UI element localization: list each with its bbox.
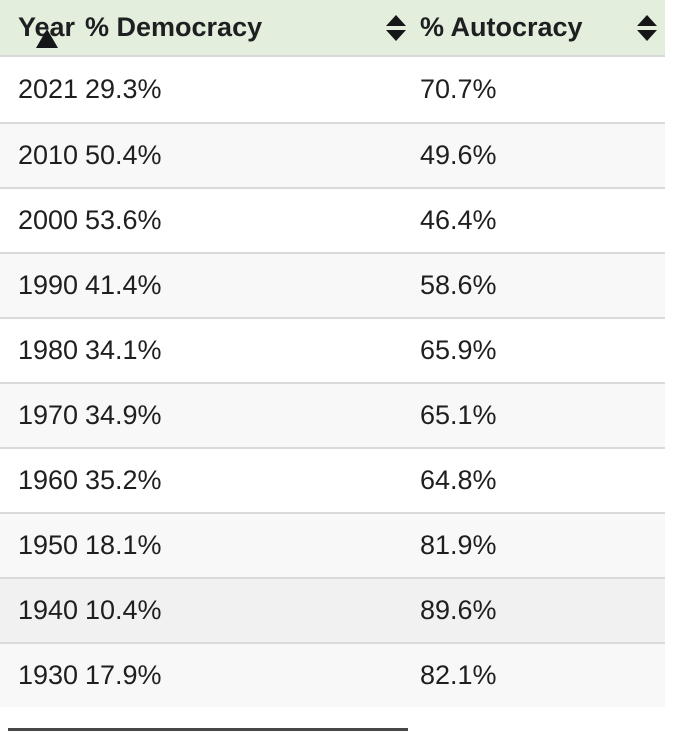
autocracy-cell: 70.7% — [420, 74, 497, 104]
autocracy-cell: 46.4% — [420, 205, 497, 235]
sort-both-icon — [386, 14, 406, 41]
year-cell: 1990 — [18, 270, 79, 300]
year-cell: 1930 — [18, 660, 79, 690]
autocracy-header-label: % Autocracy — [420, 12, 583, 42]
column-header-democracy[interactable]: % Democracy — [85, 12, 420, 43]
sort-ascending-icon — [36, 29, 58, 48]
table-row[interactable]: 1930 17.9% 82.1% — [0, 642, 665, 707]
democracy-cell: 53.6% — [85, 205, 162, 235]
table-row[interactable]: 1960 35.2% 64.8% — [0, 447, 665, 512]
year-cell: 2010 — [18, 140, 79, 170]
year-cell: 1960 — [18, 465, 79, 495]
democracy-cell: 17.9% — [85, 660, 162, 690]
democracy-cell: 10.4% — [85, 595, 162, 625]
table-row[interactable]: 2000 53.6% 46.4% — [0, 187, 665, 252]
autocracy-cell: 64.8% — [420, 465, 497, 495]
autocracy-cell: 65.1% — [420, 400, 497, 430]
sort-both-icon — [637, 14, 657, 41]
autocracy-cell: 81.9% — [420, 530, 497, 560]
democracy-header-label: % Democracy — [85, 12, 263, 42]
table-row[interactable]: 2021 29.3% 70.7% — [0, 57, 665, 122]
sort-down-triangle — [386, 29, 406, 41]
year-cell: 1980 — [18, 335, 79, 365]
democracy-cell: 50.4% — [85, 140, 162, 170]
sort-up-triangle — [386, 14, 406, 26]
table-row[interactable]: 1980 34.1% 65.9% — [0, 317, 665, 382]
cutoff-content-below — [8, 728, 408, 731]
democracy-cell: 34.9% — [85, 400, 162, 430]
year-cell: 1970 — [18, 400, 79, 430]
democracy-autocracy-table: Year % Democracy % Autocracy 2021 29.3% 70… — [0, 0, 665, 707]
democracy-cell: 35.2% — [85, 465, 162, 495]
autocracy-cell: 65.9% — [420, 335, 497, 365]
sort-up-triangle — [637, 14, 657, 26]
table-row[interactable]: 2010 50.4% 49.6% — [0, 122, 665, 187]
year-cell: 2000 — [18, 205, 79, 235]
table-row[interactable]: 1970 34.9% 65.1% — [0, 382, 665, 447]
autocracy-cell: 89.6% — [420, 595, 497, 625]
table-row[interactable]: 1950 18.1% 81.9% — [0, 512, 665, 577]
column-header-year[interactable]: Year — [0, 12, 85, 48]
sort-down-triangle — [637, 29, 657, 41]
year-cell: 2021 — [18, 74, 79, 104]
democracy-cell: 34.1% — [85, 335, 162, 365]
democracy-cell: 18.1% — [85, 530, 162, 560]
democracy-cell: 29.3% — [85, 74, 162, 104]
autocracy-cell: 49.6% — [420, 140, 497, 170]
democracy-cell: 41.4% — [85, 270, 162, 300]
table-body: 2021 29.3% 70.7% 2010 50.4% 49.6% 2000 53.6% 46.… — [0, 57, 665, 707]
year-cell: 1950 — [18, 530, 79, 560]
table-header-row: Year % Democracy % Autocracy — [0, 0, 665, 57]
table-row[interactable]: 1940 10.4% 89.6% — [0, 577, 665, 642]
autocracy-cell: 58.6% — [420, 270, 497, 300]
autocracy-cell: 82.1% — [420, 660, 497, 690]
year-cell: 1940 — [18, 595, 79, 625]
column-header-autocracy[interactable]: % Autocracy — [420, 12, 665, 43]
table-row[interactable]: 1990 41.4% 58.6% — [0, 252, 665, 317]
